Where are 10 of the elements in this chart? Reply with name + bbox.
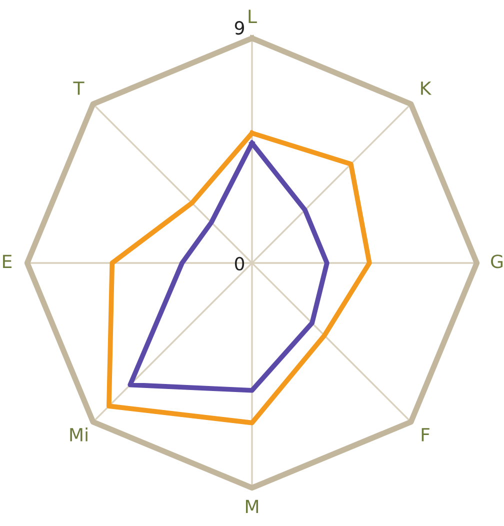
spoke-label: L: [248, 10, 257, 23]
y-tick-label: 0: [234, 256, 244, 270]
spoke-label: E: [3, 254, 12, 268]
y-tick-label: 9: [234, 21, 244, 35]
spoke-label: Mi: [70, 428, 88, 442]
spoke-label: K: [421, 82, 432, 95]
spoke-label: M: [246, 500, 258, 513]
spoke-label: G: [491, 254, 503, 268]
spoke-label: T: [73, 82, 84, 95]
spoke-label: F: [422, 428, 430, 442]
